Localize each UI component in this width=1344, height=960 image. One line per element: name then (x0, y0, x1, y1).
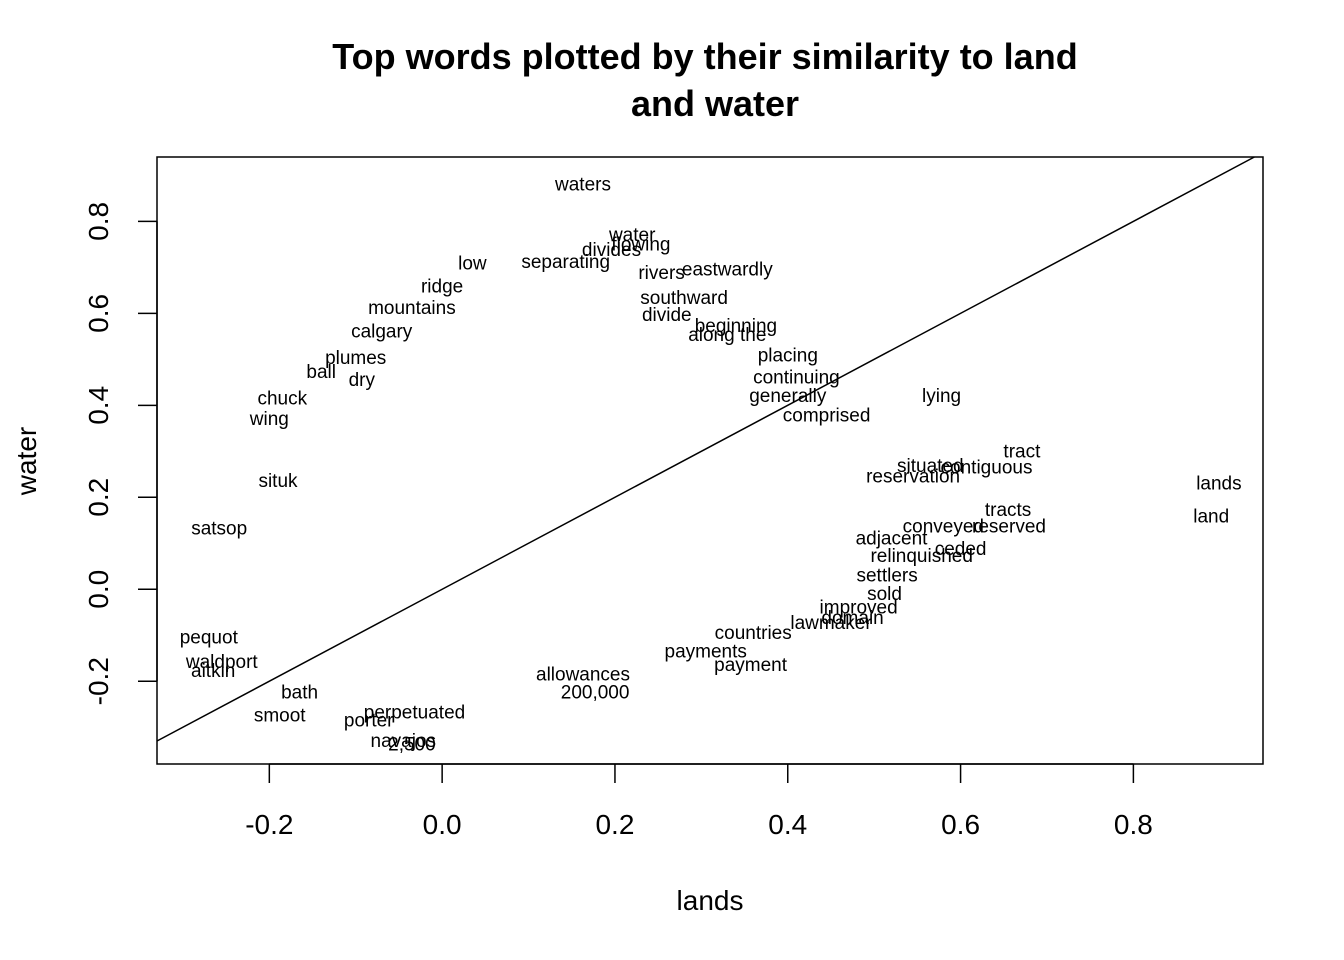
word-label: lawmaker (790, 613, 872, 634)
word-label: along the (688, 325, 766, 346)
x-tick-label: 0.6 (941, 809, 980, 840)
y-axis: -0.2 0.0 0.2 0.4 0.6 0.8 (83, 202, 158, 705)
word-label: aitkin (191, 661, 235, 682)
y-tick-label: 0.2 (83, 478, 114, 517)
word-label: divides (582, 240, 641, 261)
word-label: smoot (254, 706, 306, 727)
word-label: divide (642, 305, 692, 326)
word-label: allowances (536, 664, 630, 685)
word-label: wing (249, 409, 289, 430)
word-label: porter (344, 710, 394, 731)
word-label: situated (897, 456, 964, 477)
word-label: waldport (185, 652, 259, 673)
y-tick-label: -0.2 (83, 657, 114, 705)
word-label: payments (665, 641, 747, 662)
word-label: tract (1003, 441, 1041, 462)
x-axis-title: lands (677, 885, 744, 916)
word-label: relinquished (870, 546, 972, 567)
word-label: countries (715, 623, 792, 644)
x-axis: -0.2 0.0 0.2 0.4 0.6 0.8 (245, 763, 1153, 840)
word-label: eastwardly (682, 260, 773, 281)
x-tick-label: -0.2 (245, 809, 293, 840)
word-label: calgary (351, 322, 413, 343)
word-label: ceded (935, 539, 987, 560)
word-label: navajos (371, 731, 437, 752)
word-label: bath (281, 683, 318, 704)
word-label: flowing (611, 234, 670, 255)
word-label: lying (922, 386, 961, 407)
word-label: pequot (180, 628, 239, 649)
y-tick-label: 0.8 (83, 202, 114, 241)
y-tick-label: 0.0 (83, 570, 114, 609)
word-label: continuing (753, 368, 840, 389)
word-label: chuck (257, 388, 307, 409)
y-tick-label: 0.4 (83, 386, 114, 425)
word-label: lands (1196, 474, 1241, 495)
word-label: placing (758, 346, 818, 367)
word-label: beginning (695, 316, 777, 337)
word-label: reserved (972, 516, 1046, 537)
x-tick-label: 0.2 (595, 809, 634, 840)
word-label: 200,000 (561, 683, 630, 704)
x-tick-label: 0.8 (1114, 809, 1153, 840)
word-label: separating (521, 252, 610, 273)
plot-frame (156, 156, 1264, 765)
reference-line-layer (156, 156, 1255, 742)
word-label: settlers (856, 566, 917, 587)
word-label: low (458, 254, 487, 275)
reference-line (156, 156, 1255, 742)
word-label: domain (821, 608, 883, 629)
word-label: tracts (985, 500, 1031, 521)
word-label: satsop (191, 519, 247, 540)
word-label: contiguous (941, 457, 1033, 478)
word-label: reservation (866, 467, 960, 488)
word-label: plumes (325, 348, 386, 369)
chart-title-line-1: Top words plotted by their similarity to… (332, 36, 1077, 77)
word-label: perpetuated (364, 703, 465, 724)
word-label: generally (749, 386, 827, 407)
word-label: adjacent (856, 529, 929, 550)
word-label: situk (258, 471, 298, 492)
word-label: ball (306, 362, 336, 383)
word-label: comprised (783, 405, 871, 426)
word-label: conveyed (903, 516, 984, 537)
x-tick-label: 0.4 (768, 809, 807, 840)
word-label: payment (714, 655, 788, 676)
word-label: ridge (421, 277, 463, 298)
y-axis-title: water (11, 427, 42, 496)
word-label: sold (867, 584, 902, 605)
word-label: rivers (638, 263, 684, 284)
chart-title-line-2: and water (631, 83, 799, 124)
word-label: southward (640, 288, 728, 309)
word-label: waters (554, 175, 611, 196)
word-label: 2,500 (388, 735, 436, 756)
word-label: dry (349, 370, 376, 391)
x-tick-label: 0.0 (423, 809, 462, 840)
word-label: land (1193, 507, 1229, 528)
y-tick-label: 0.6 (83, 294, 114, 333)
word-label: water (608, 225, 656, 246)
word-label: improved (820, 598, 898, 619)
word-label: mountains (368, 298, 456, 319)
